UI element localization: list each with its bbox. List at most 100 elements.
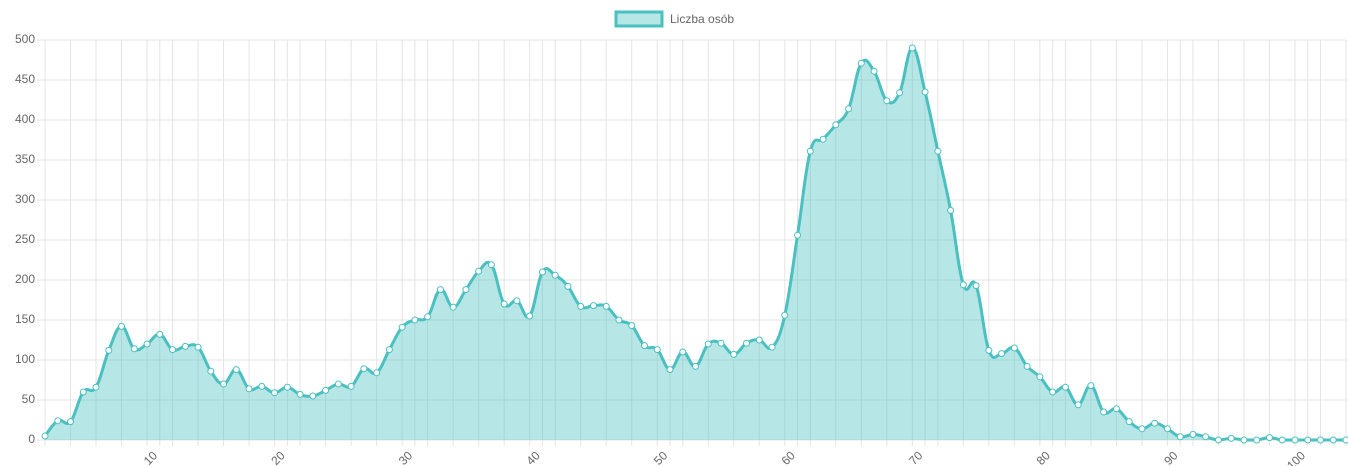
point — [436, 286, 444, 294]
point — [424, 313, 432, 321]
point — [1125, 418, 1133, 426]
x-tick-label: 10 — [141, 448, 161, 466]
point — [615, 316, 623, 324]
point — [475, 267, 483, 275]
legend: Liczba osób — [614, 10, 734, 28]
labels: 0 50 100 150 200 250 300 350 400 450 500 10 20 30 40 50… — [15, 10, 1308, 466]
point — [551, 271, 559, 279]
point — [819, 135, 827, 143]
point — [526, 312, 534, 320]
grid — [37, 39, 1347, 446]
point — [564, 282, 572, 290]
x-tick-label: 80 — [1034, 448, 1054, 466]
point — [41, 432, 49, 440]
point — [207, 367, 215, 375]
point — [908, 44, 916, 52]
point — [653, 346, 661, 354]
plot — [41, 44, 1348, 444]
point — [118, 322, 126, 330]
point — [309, 392, 317, 400]
point — [692, 362, 699, 370]
y-tick-label: 250 — [15, 232, 35, 246]
point — [296, 390, 304, 398]
point — [1100, 408, 1108, 416]
point — [845, 105, 853, 113]
point — [870, 67, 878, 75]
point — [666, 366, 674, 374]
point — [1329, 436, 1337, 444]
y-tick-label: 150 — [15, 312, 35, 326]
point — [322, 386, 330, 394]
point — [1189, 430, 1197, 438]
point — [538, 268, 546, 276]
point — [1087, 382, 1095, 390]
point — [283, 383, 291, 391]
point — [781, 311, 789, 319]
point — [934, 147, 942, 155]
point — [755, 336, 763, 344]
point — [832, 121, 840, 129]
point — [1316, 436, 1324, 444]
point — [1253, 436, 1261, 444]
point — [1036, 373, 1044, 381]
point — [385, 346, 393, 354]
point — [1265, 434, 1273, 442]
x-tick-label: 90 — [1161, 448, 1181, 466]
point — [411, 316, 419, 324]
point — [1138, 425, 1146, 433]
point — [360, 365, 368, 373]
point — [883, 97, 891, 105]
point — [1010, 344, 1018, 352]
y-tick-label: 400 — [15, 112, 35, 126]
x-tick-label: 60 — [779, 448, 799, 466]
point — [679, 348, 687, 356]
point — [54, 417, 62, 425]
y-tick-label: 450 — [15, 72, 35, 86]
point — [156, 330, 164, 338]
point — [79, 388, 87, 396]
point — [92, 383, 100, 391]
point — [1151, 419, 1159, 427]
x-tick-label: 30 — [396, 448, 416, 466]
point — [640, 342, 648, 350]
point — [1061, 383, 1069, 391]
point — [181, 342, 189, 350]
point — [1227, 434, 1235, 442]
y-tick-label: 300 — [15, 192, 35, 206]
point — [1342, 436, 1348, 444]
point — [67, 418, 75, 426]
point — [577, 302, 585, 310]
point — [717, 339, 725, 347]
point — [1163, 425, 1171, 433]
point — [794, 231, 802, 239]
point — [730, 350, 738, 358]
point — [1049, 388, 1057, 396]
point — [896, 89, 904, 97]
point — [1304, 436, 1312, 444]
point — [743, 339, 751, 347]
legend-label: Liczba osób — [670, 12, 734, 26]
point — [220, 380, 228, 388]
x-tick-label: 20 — [268, 448, 288, 466]
point — [1176, 433, 1184, 441]
point — [1202, 433, 1210, 441]
point — [462, 286, 470, 294]
point — [857, 59, 865, 67]
point — [449, 303, 457, 311]
point — [921, 88, 929, 96]
point — [768, 343, 776, 351]
y-tick-label: 100 — [15, 352, 35, 366]
y-tick-label: 0 — [28, 432, 35, 446]
point — [334, 380, 342, 388]
point — [1291, 436, 1299, 444]
point — [513, 297, 521, 305]
y-tick-label: 350 — [15, 152, 35, 166]
area — [45, 47, 1346, 441]
point — [105, 346, 113, 354]
point — [143, 340, 151, 348]
point — [806, 147, 814, 155]
point — [258, 382, 266, 390]
y-tick-label: 500 — [15, 32, 35, 46]
point — [500, 300, 508, 308]
